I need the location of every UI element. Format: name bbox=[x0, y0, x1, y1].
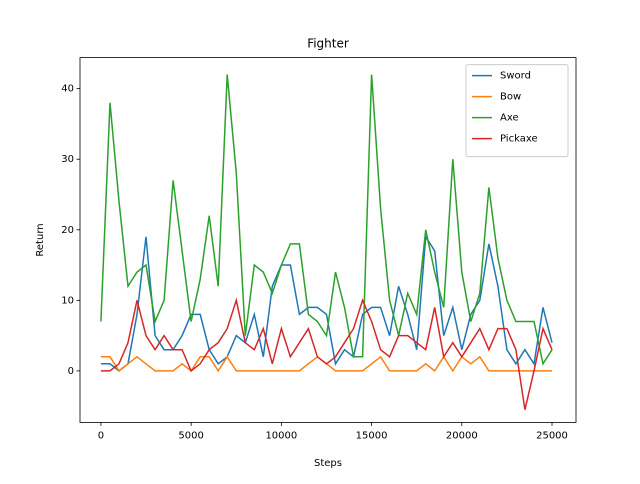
x-tick-label: 5000 bbox=[178, 430, 203, 441]
y-tick-label: 30 bbox=[61, 154, 74, 165]
legend-label: Sword bbox=[500, 71, 531, 82]
x-tick-label: 10000 bbox=[265, 430, 297, 441]
series-line bbox=[100, 297, 553, 410]
x-tick-label: 25000 bbox=[536, 430, 568, 441]
chart-title: Fighter bbox=[307, 37, 349, 51]
series-line bbox=[100, 74, 553, 366]
x-tick-label: 20000 bbox=[446, 430, 478, 441]
y-tick-label: 10 bbox=[61, 295, 74, 306]
y-tick-label: 20 bbox=[61, 225, 74, 236]
y-axis-label: Return bbox=[35, 223, 46, 256]
legend-label: Bow bbox=[500, 92, 521, 103]
plot-frame bbox=[79, 57, 577, 423]
legend-label: Pickaxe bbox=[500, 134, 538, 145]
x-tick-label: 0 bbox=[98, 430, 104, 441]
x-axis-label: Steps bbox=[314, 458, 342, 469]
legend-label: Axe bbox=[500, 113, 519, 124]
y-tick-label: 40 bbox=[61, 84, 74, 95]
x-tick-label: 15000 bbox=[356, 430, 388, 441]
legend-box bbox=[465, 64, 569, 158]
y-tick-label: 0 bbox=[68, 366, 74, 377]
